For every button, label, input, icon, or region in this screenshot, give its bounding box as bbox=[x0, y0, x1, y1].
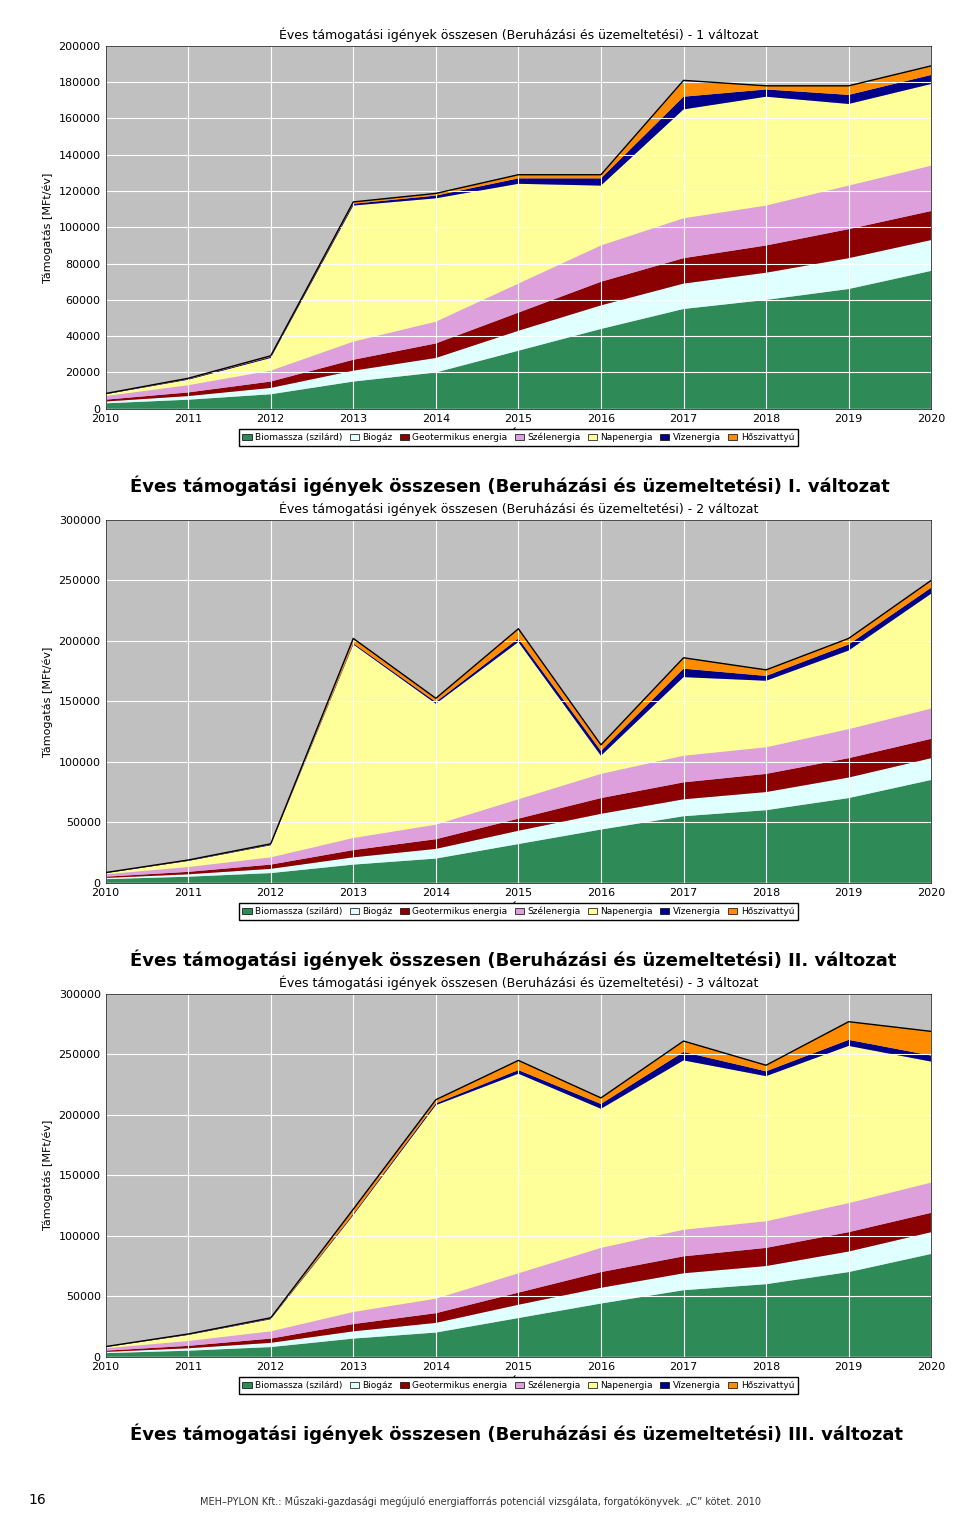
Title: Éves támogatási igények összesen (Beruházási és üzemeltetési) - 1 változat: Éves támogatási igények összesen (Beruhá… bbox=[278, 28, 758, 41]
Text: Éves támogatási igények összesen (Beruházási és üzemeltetési) II. változat: Éves támogatási igények összesen (Beruhá… bbox=[131, 950, 897, 970]
Text: MEH–PYLON Kft.: Műszaki-gazdasági megújuló energiafforrás potenciál vizsgálata, : MEH–PYLON Kft.: Műszaki-gazdasági megúju… bbox=[200, 1496, 760, 1507]
Y-axis label: Támogatás [MFt/év]: Támogatás [MFt/év] bbox=[42, 646, 53, 756]
Y-axis label: Támogatás [MFt/év]: Támogatás [MFt/év] bbox=[42, 1120, 53, 1230]
X-axis label: Év: Év bbox=[510, 1377, 527, 1391]
Y-axis label: Támogatás [MFt/év]: Támogatás [MFt/év] bbox=[42, 173, 53, 283]
X-axis label: Év: Év bbox=[510, 430, 527, 442]
Legend: Biomassza (szilárd), Biogáz, Geotermikus energia, Szélenergia, Napenergia, Vízen: Biomassza (szilárd), Biogáz, Geotermikus… bbox=[239, 1377, 798, 1394]
Legend: Biomassza (szilárd), Biogáz, Geotermikus energia, Szélenergia, Napenergia, Vízen: Biomassza (szilárd), Biogáz, Geotermikus… bbox=[239, 428, 798, 445]
Text: 16: 16 bbox=[29, 1493, 46, 1507]
Legend: Biomassza (szilárd), Biogáz, Geotermikus energia, Szélenergia, Napenergia, Vízen: Biomassza (szilárd), Biogáz, Geotermikus… bbox=[239, 903, 798, 920]
Text: Éves támogatási igények összesen (Beruházási és üzemeltetési) III. változat: Éves támogatási igények összesen (Beruhá… bbox=[131, 1423, 903, 1444]
Text: Éves támogatási igények összesen (Beruházási és üzemeltetési) I. változat: Éves támogatási igények összesen (Beruhá… bbox=[131, 476, 890, 496]
Title: Éves támogatási igények összesen (Beruházási és üzemeltetési) - 3 változat: Éves támogatási igények összesen (Beruhá… bbox=[278, 976, 758, 990]
X-axis label: Év: Év bbox=[510, 903, 527, 916]
Title: Éves támogatási igények összesen (Beruházási és üzemeltetési) - 2 változat: Éves támogatási igények összesen (Beruhá… bbox=[278, 502, 758, 516]
